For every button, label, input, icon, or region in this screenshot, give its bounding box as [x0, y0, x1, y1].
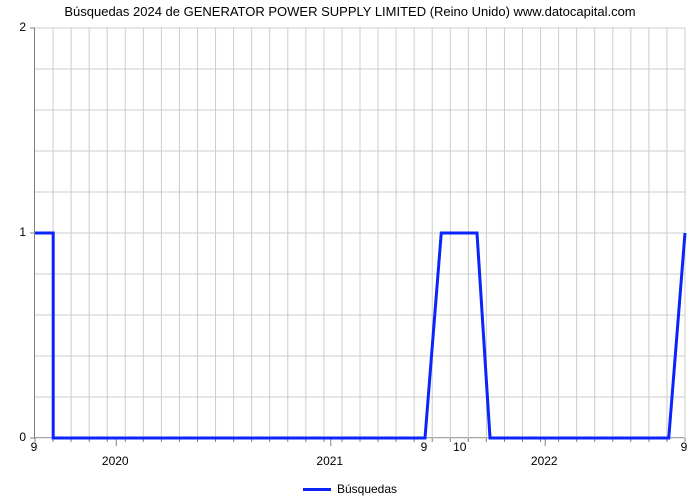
- y-tick-label: 2: [0, 20, 26, 34]
- data-point-label: 10: [453, 440, 466, 454]
- x-tick-label: 2021: [316, 454, 343, 468]
- chart-legend: Búsquedas: [0, 482, 700, 496]
- chart-svg: [35, 28, 685, 438]
- y-tick-label: 1: [0, 225, 26, 239]
- x-tick-label: 2022: [531, 454, 558, 468]
- data-point-label: 9: [681, 440, 688, 454]
- data-point-label: 9: [31, 440, 38, 454]
- legend-swatch: [303, 488, 331, 491]
- chart-title: Búsquedas 2024 de GENERATOR POWER SUPPLY…: [0, 4, 700, 19]
- y-tick-label: 0: [0, 430, 26, 444]
- data-point-label: 9: [421, 440, 428, 454]
- x-tick-label: 2020: [102, 454, 129, 468]
- plot-area: [34, 28, 684, 438]
- legend-label: Búsquedas: [337, 482, 397, 496]
- chart-container: Búsquedas 2024 de GENERATOR POWER SUPPLY…: [0, 0, 700, 500]
